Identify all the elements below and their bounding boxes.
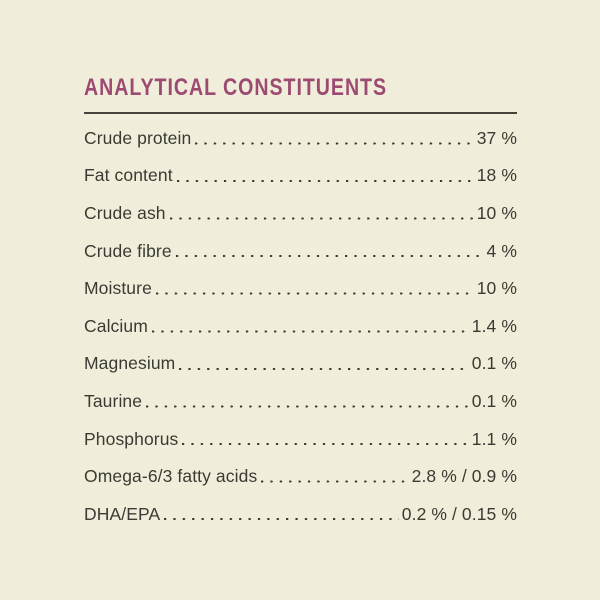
table-row: Crude protein 37 % — [84, 120, 517, 158]
dot-leader — [178, 355, 469, 373]
dot-leader — [145, 392, 469, 411]
constituent-value: 0.1 % — [471, 353, 517, 374]
constituent-value: 1.4 % — [471, 315, 517, 336]
constituent-value: 0.2 % / 0.15 % — [401, 503, 517, 524]
dot-leader — [260, 467, 409, 486]
table-row: Crude fibre 4 % — [84, 232, 517, 270]
constituent-name: Taurine — [84, 390, 143, 411]
table-row: Phosphorus 1.1 % — [84, 420, 517, 458]
table-row: Magnesium 0.1 % — [84, 345, 517, 383]
table-row: Fat content 18 % — [84, 157, 517, 195]
constituent-name: Crude fibre — [84, 240, 172, 261]
table-row: Taurine 0.1 % — [84, 383, 517, 421]
table-row: Calcium 1.4 % — [84, 307, 517, 345]
dot-leader — [175, 167, 474, 185]
dot-leader — [181, 430, 469, 448]
constituent-name: Moisture — [84, 278, 152, 299]
dot-leader — [194, 129, 474, 148]
dot-leader — [163, 505, 399, 523]
panel-title: ANALYTICAL CONSTITUENTS — [84, 74, 388, 101]
constituent-name: DHA/EPA — [84, 503, 161, 524]
constituent-value: 2.8 % / 0.9 % — [411, 466, 517, 487]
constituent-name: Calcium — [84, 315, 148, 336]
constituent-name: Magnesium — [84, 353, 176, 374]
dot-leader — [174, 242, 484, 260]
constituent-value: 1.1 % — [471, 428, 517, 449]
constituent-name: Crude protein — [84, 127, 192, 148]
constituent-name: Omega-6/3 fatty acids — [84, 466, 258, 487]
constituent-value: 4 % — [486, 240, 517, 261]
title-underline — [84, 111, 517, 114]
constituents-list: Crude protein 37 % Fat content 18 % Crud… — [84, 120, 517, 534]
constituent-value: 10 % — [476, 278, 517, 299]
panel-content: ANALYTICAL CONSTITUENTS Crude protein 37… — [84, 74, 517, 534]
constituent-value: 0.1 % — [471, 390, 517, 411]
dot-leader — [168, 204, 474, 223]
table-row: Crude ash 10 % — [84, 195, 517, 233]
dot-leader — [154, 279, 474, 298]
constituent-value: 18 % — [476, 165, 517, 186]
constituent-value: 10 % — [476, 202, 517, 223]
table-row: DHA/EPA 0.2 % / 0.15 % — [84, 495, 517, 533]
dot-leader — [150, 317, 469, 336]
constituent-name: Fat content — [84, 165, 173, 186]
constituent-name: Phosphorus — [84, 428, 179, 449]
constituent-name: Crude ash — [84, 202, 166, 223]
table-row: Omega-6/3 fatty acids 2.8 % / 0.9 % — [84, 458, 517, 496]
constituent-value: 37 % — [476, 127, 517, 148]
table-row: Moisture 10 % — [84, 270, 517, 308]
